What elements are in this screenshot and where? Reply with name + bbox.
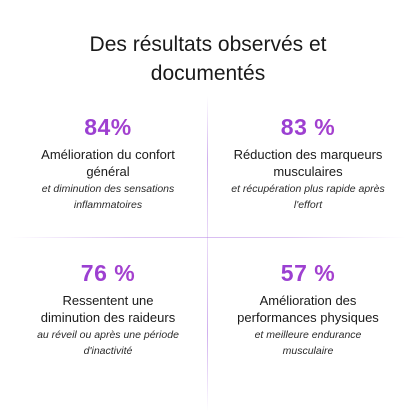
title-line-2: documentés <box>150 62 266 85</box>
stat-detail: et récupération plus rapide après l'effo… <box>210 181 406 213</box>
stat-card-markers: 83 % Réduction des marqueurs musculaires… <box>210 112 406 213</box>
horizontal-divider <box>10 237 406 238</box>
stat-label-line: général <box>86 164 130 179</box>
page-title: Des résultats observés et documentés <box>0 30 416 88</box>
stat-label: Amélioration du confort général <box>10 146 206 180</box>
stat-card-comfort: 84% Amélioration du confort général et d… <box>10 112 206 213</box>
stat-detail-line: et diminution des sensations <box>41 183 175 195</box>
stat-label-line: Amélioration des <box>259 293 357 308</box>
stat-label: Réduction des marqueurs musculaires <box>210 146 406 180</box>
stat-label-line: performances physiques <box>237 310 379 325</box>
stat-card-performance: 57 % Amélioration des performances physi… <box>210 258 406 359</box>
stat-detail: et diminution des sensations inflammatoi… <box>10 181 206 213</box>
stat-label-line: musculaires <box>273 164 343 179</box>
vertical-divider <box>207 96 208 412</box>
stat-value: 84% <box>10 112 206 142</box>
stat-value: 76 % <box>10 258 206 288</box>
stat-detail: au réveil ou après une période d'inactiv… <box>10 327 206 359</box>
stat-label-line: Ressentent une <box>62 293 154 308</box>
stat-card-stiffness: 76 % Ressentent une diminution des raide… <box>10 258 206 359</box>
stat-detail-line: et meilleure endurance <box>254 329 362 341</box>
stat-detail: et meilleure endurance musculaire <box>210 327 406 359</box>
stat-value: 83 % <box>210 112 406 142</box>
stat-detail-line: inflammatoires <box>73 199 143 211</box>
stat-label-line: diminution des raideurs <box>40 310 176 325</box>
stat-label-line: Amélioration du confort <box>41 147 175 162</box>
stat-detail-line: musculaire <box>282 345 334 357</box>
stat-detail-line: au réveil ou après une période <box>37 329 179 341</box>
stat-detail-line: d'inactivité <box>83 345 133 357</box>
stat-label-line: Réduction des marqueurs <box>233 147 383 162</box>
stat-label: Ressentent une diminution des raideurs <box>10 292 206 326</box>
title-line-1: Des résultats observés et <box>89 33 327 56</box>
stat-detail-line: l'effort <box>293 199 323 211</box>
stat-label: Amélioration des performances physiques <box>210 292 406 326</box>
stat-detail-line: et récupération plus rapide après <box>231 183 385 195</box>
stat-value: 57 % <box>210 258 406 288</box>
